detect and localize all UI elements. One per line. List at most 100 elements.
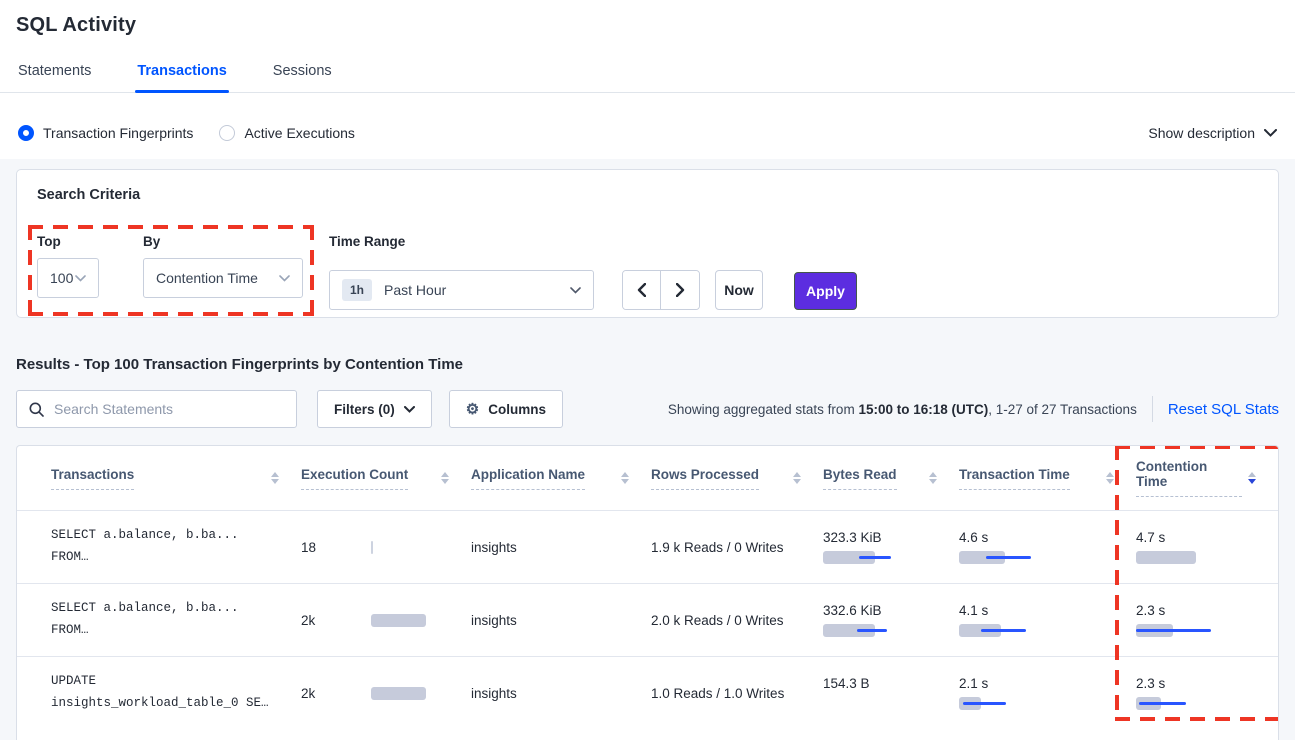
chevron-down-icon: [570, 286, 581, 294]
application-name-cell: insights: [471, 612, 517, 628]
radio-label: Transaction Fingerprints: [43, 124, 194, 141]
filters-label: Filters (0): [334, 401, 395, 417]
bytes-read-bar: [823, 624, 918, 637]
search-statements-input[interactable]: [54, 401, 284, 417]
now-button[interactable]: Now: [715, 270, 763, 310]
transaction-time-cell: 2.1 s: [959, 676, 1136, 710]
table-row: UPDATE insights_workload_table_0 SE… 2k ins…: [17, 656, 1278, 729]
bytes-read-value: 332.6 KiB: [823, 603, 882, 618]
radio-label: Active Executions: [244, 124, 355, 141]
chevron-left-icon: [637, 283, 646, 297]
by-select-value: Contention Time: [156, 270, 258, 286]
time-next-button[interactable]: [661, 271, 699, 309]
contention-time-bar: [1136, 697, 1231, 710]
contention-time-cell: 4.7 s: [1136, 530, 1278, 564]
tab-statements[interactable]: Statements: [18, 63, 92, 79]
time-range-select[interactable]: 1h Past Hour: [329, 270, 594, 310]
filters-button[interactable]: Filters (0): [317, 390, 432, 428]
transaction-fingerprint-link[interactable]: SELECT a.balance, b.ba... FROM…: [51, 601, 239, 637]
transaction-fingerprint-link[interactable]: SELECT a.balance, b.ba... FROM…: [51, 528, 239, 564]
radio-selected-icon[interactable]: [18, 124, 34, 141]
column-header-label[interactable]: Rows Processed: [651, 467, 760, 490]
gear-icon: ⚙: [465, 401, 480, 418]
execution-count-bar: [371, 613, 426, 627]
chevron-right-icon: [675, 283, 684, 297]
tab-sessions[interactable]: Sessions: [272, 63, 332, 79]
column-header-label[interactable]: Transaction Time: [959, 467, 1070, 490]
reset-sql-stats-link[interactable]: Reset SQL Stats: [1167, 400, 1279, 418]
search-icon: [29, 402, 44, 417]
execution-count-bar: [371, 540, 373, 554]
by-field: By Contention Time: [143, 234, 303, 310]
contention-time-value: 2.3 s: [1136, 603, 1166, 618]
by-select[interactable]: Contention Time: [143, 258, 303, 298]
view-toggle-strip: Transaction Fingerprints Active Executio…: [0, 106, 1295, 159]
columns-button[interactable]: ⚙ Columns: [448, 390, 563, 428]
rows-processed-cell: 1.0 Reads / 1.0 Writes: [651, 685, 785, 701]
table-row: SELECT a.balance, b.ba... FROM… 2k insights…: [17, 583, 1278, 656]
top-field: Top 100: [37, 234, 99, 310]
show-description-toggle[interactable]: Show description: [1148, 125, 1277, 141]
by-label: By: [143, 234, 161, 249]
contention-time-cell: 2.3 s: [1136, 603, 1278, 637]
search-criteria-heading: Search Criteria: [37, 187, 141, 203]
transaction-time-bar: [959, 697, 1054, 710]
contention-time-cell: 2.3 s: [1136, 676, 1278, 710]
transaction-time-value: 4.1 s: [959, 603, 989, 618]
bytes-read-cell: 332.6 KiB: [823, 603, 959, 637]
transaction-fingerprint-link[interactable]: UPDATE insights_workload_table_0 SE…: [51, 674, 269, 710]
tab-bar: Statements Transactions Sessions: [0, 53, 1295, 93]
radio-active-executions[interactable]: Active Executions: [219, 124, 355, 141]
column-header-label[interactable]: Transactions: [51, 467, 135, 490]
bytes-read-value: 154.3 B: [823, 676, 870, 691]
column-header-label[interactable]: Application Name: [471, 467, 586, 490]
application-name-cell: insights: [471, 539, 517, 555]
page-body: Transaction Fingerprints Active Executio…: [0, 106, 1295, 740]
column-header-rows-processed: Rows Processed: [651, 467, 823, 490]
radio-transaction-fingerprints[interactable]: Transaction Fingerprints: [18, 124, 194, 141]
column-header-transaction-time: Transaction Time: [959, 467, 1136, 490]
time-range-field: Time Range 1h Past Hour: [329, 234, 857, 310]
time-range-value: Past Hour: [384, 282, 447, 298]
transaction-time-value: 2.1 s: [959, 676, 989, 691]
rows-processed-cell: 1.9 k Reads / 0 Writes: [651, 539, 784, 555]
chevron-down-icon: [403, 405, 415, 413]
column-header-transactions: Transactions: [51, 467, 301, 490]
chevron-down-icon: [279, 274, 290, 282]
search-criteria-card: Search Criteria Top 100 By Contention Ti…: [16, 169, 1279, 318]
top-select[interactable]: 100: [37, 258, 99, 298]
column-header-label[interactable]: Contention Time: [1136, 459, 1242, 497]
column-header-label[interactable]: Execution Count: [301, 467, 409, 490]
transaction-time-bar: [959, 624, 1054, 637]
sort-arrows-icon[interactable]: [271, 472, 279, 484]
sort-arrows-icon[interactable]: [1106, 472, 1114, 484]
radio-unselected-icon[interactable]: [219, 124, 236, 141]
sort-arrows-icon[interactable]: [621, 472, 629, 484]
transaction-time-value: 4.6 s: [959, 530, 989, 545]
sort-arrows-icon[interactable]: [441, 472, 449, 484]
column-header-application-name: Application Name: [471, 467, 651, 490]
columns-label: Columns: [488, 401, 546, 417]
sort-arrows-icon[interactable]: [793, 472, 801, 484]
transactions-table-card: Transactions Execution Count Application N…: [16, 445, 1279, 740]
page-header: SQL Activity: [0, 0, 1295, 37]
search-statements-box[interactable]: [16, 390, 297, 428]
apply-button[interactable]: Apply: [794, 272, 857, 310]
bytes-read-bar: [823, 551, 918, 564]
bytes-read-cell: 154.3 B: [823, 676, 959, 710]
show-description-label: Show description: [1148, 124, 1255, 141]
time-prev-button[interactable]: [623, 271, 661, 309]
tab-transactions[interactable]: Transactions: [135, 53, 230, 93]
execution-count-cell: 2k: [301, 686, 471, 701]
column-header-label[interactable]: Bytes Read: [823, 467, 897, 490]
sort-arrows-icon[interactable]: [1248, 472, 1256, 484]
chevron-down-icon: [75, 274, 86, 282]
contention-time-value: 2.3 s: [1136, 676, 1166, 691]
application-name-cell: insights: [471, 685, 517, 701]
time-nav-group: [622, 270, 700, 310]
contention-time-value: 4.7 s: [1136, 530, 1166, 545]
time-range-label: Time Range: [329, 234, 406, 249]
column-header-contention-time: Contention Time: [1136, 459, 1278, 497]
sort-arrows-icon[interactable]: [929, 472, 937, 484]
results-heading: Results - Top 100 Transaction Fingerprin…: [16, 356, 464, 373]
